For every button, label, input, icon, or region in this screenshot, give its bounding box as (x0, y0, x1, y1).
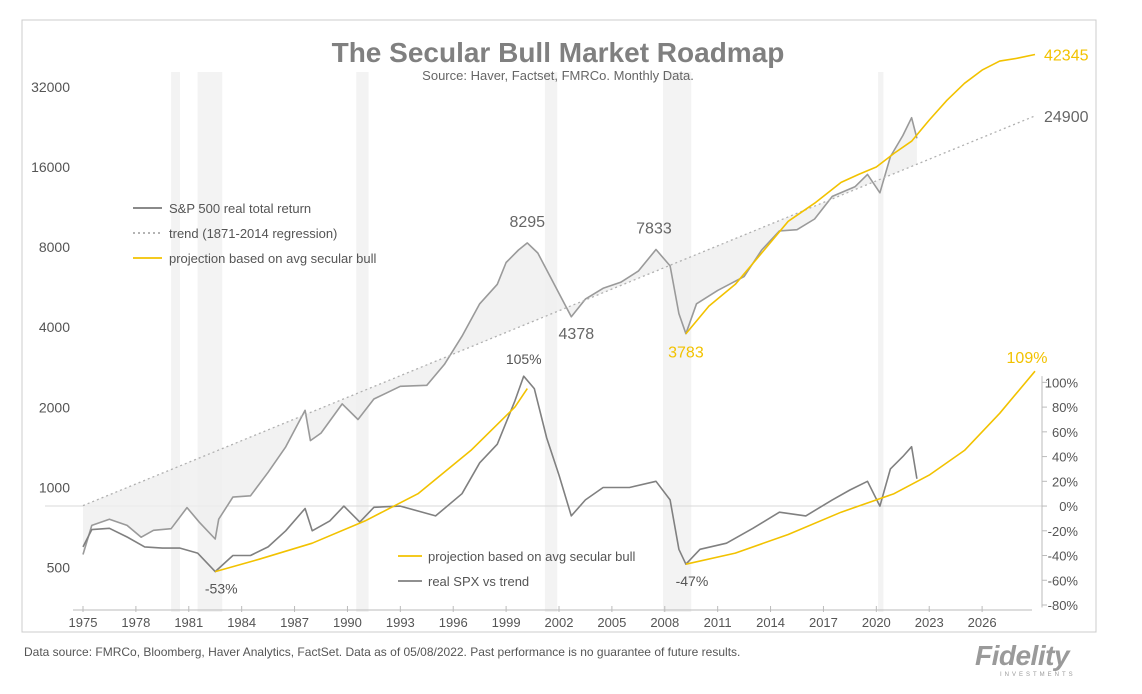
fidelity-logo: Fidelity (975, 640, 1070, 671)
x-tick-label: 2017 (809, 615, 838, 630)
recession-band (544, 72, 558, 612)
legend-label: projection based on avg secular bull (169, 251, 377, 266)
right-tick-label: 0% (1059, 499, 1078, 514)
chart-title: The Secular Bull Market Roadmap (332, 37, 785, 68)
chart-subtitle: Source: Haver, Factset, FMRCo. Monthly D… (422, 68, 694, 83)
x-tick-label: 2014 (756, 615, 785, 630)
value-annotation: 8295 (509, 214, 545, 231)
value-annotation: 4378 (559, 326, 595, 343)
left-tick-label: 500 (47, 560, 71, 576)
legend-label: trend (1871-2014 regression) (169, 226, 337, 241)
chart-border (21, 19, 1097, 633)
x-tick-label: 1993 (386, 615, 415, 630)
legend-label: projection based on avg secular bull (428, 549, 636, 564)
recession-band (878, 72, 884, 612)
series-end-label: 24900 (1044, 109, 1089, 126)
recession-band (171, 72, 180, 612)
fidelity-logo-subtitle: INVESTMENTS (1000, 672, 1076, 678)
left-tick-label: 16000 (31, 159, 70, 175)
footer-disclaimer: Data source: FMRCo, Bloomberg, Haver Ana… (24, 645, 741, 659)
left-tick-label: 32000 (31, 79, 70, 95)
x-tick-label: 1987 (280, 615, 309, 630)
x-tick-label: 1978 (121, 615, 150, 630)
series-end-label: 42345 (1044, 47, 1089, 64)
left-tick-label: 2000 (39, 399, 70, 415)
x-tick-label: 2023 (915, 615, 944, 630)
right-tick-label: 20% (1052, 474, 1078, 489)
x-tick-label: 2005 (597, 615, 626, 630)
series-point-label: -47% (676, 573, 709, 589)
series-end-label: 109% (1007, 350, 1048, 367)
series-line-projection-based-on-avg-secular-bull (685, 53, 1036, 335)
left-tick-label: 8000 (39, 239, 70, 255)
x-tick-label: 1981 (174, 615, 203, 630)
right-tick-label: 100% (1045, 375, 1079, 390)
right-tick-label: 60% (1052, 425, 1078, 440)
right-tick-label: -40% (1048, 549, 1079, 564)
x-tick-label: 2020 (862, 615, 891, 630)
recession-band (356, 72, 369, 612)
series-point-label: -53% (205, 581, 238, 597)
x-tick-label: 2008 (650, 615, 679, 630)
x-tick-label: 1990 (333, 615, 362, 630)
x-tick-label: 1984 (227, 615, 256, 630)
left-tick-label: 1000 (39, 479, 70, 495)
series-line-projection-based-on-avg-secular-bull-vs-trend-current-bull (685, 370, 1036, 565)
right-tick-label: -80% (1048, 598, 1079, 613)
value-annotation: 7833 (636, 221, 672, 238)
legend-label: S&P 500 real total return (169, 201, 311, 216)
series-point-label: 105% (506, 351, 542, 367)
series-line-s-p-500-real-total-return (82, 116, 918, 555)
recession-band (663, 72, 692, 612)
right-tick-label: -20% (1048, 524, 1079, 539)
series-line-trend-1871-2014-regression (82, 115, 1036, 507)
right-tick-label: 80% (1052, 400, 1078, 415)
right-tick-label: 40% (1052, 450, 1078, 465)
value-annotation: 3783 (668, 345, 704, 362)
right-tick-label: -60% (1048, 573, 1079, 588)
x-tick-label: 1975 (69, 615, 98, 630)
x-tick-label: 2026 (968, 615, 997, 630)
x-tick-label: 2002 (545, 615, 574, 630)
series-line-projection-based-on-avg-secular-bull-vs-trend (214, 388, 528, 573)
legend-label: real SPX vs trend (428, 574, 529, 589)
x-tick-label: 1999 (492, 615, 521, 630)
x-tick-label: 2011 (704, 615, 732, 630)
series-line-real-spx-vs-trend (82, 375, 918, 573)
index-trend-gap-area (83, 117, 917, 555)
left-tick-label: 4000 (39, 319, 70, 335)
x-tick-label: 1996 (439, 615, 468, 630)
